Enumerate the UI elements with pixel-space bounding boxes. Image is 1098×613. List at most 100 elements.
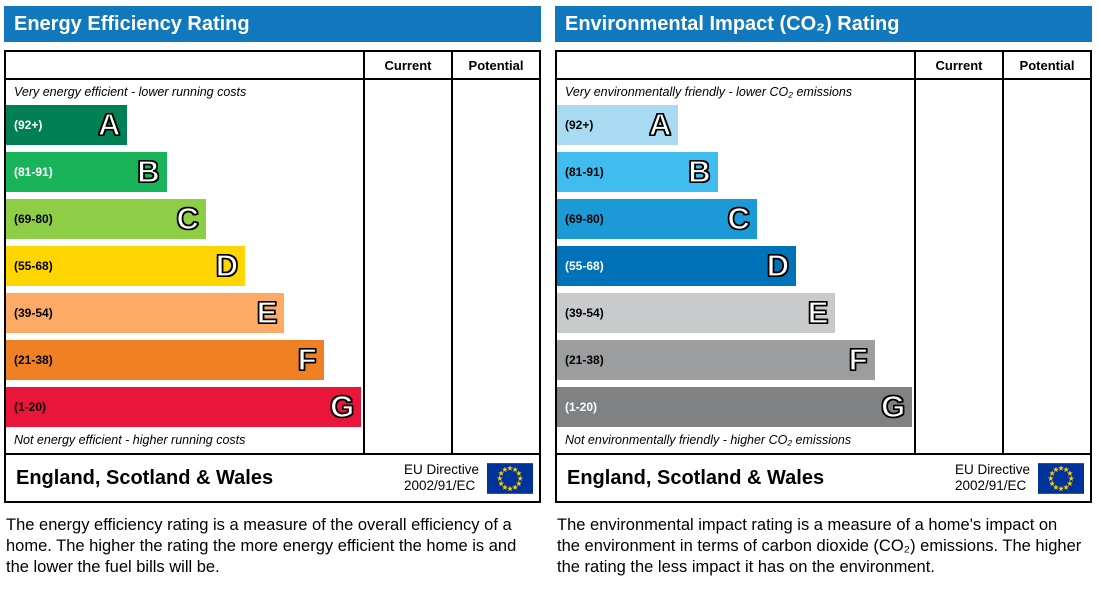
band-letter: A: [648, 106, 672, 142]
epc-rating-page: Energy Efficiency Rating Very energy eff…: [4, 6, 1094, 578]
bottom-caption: Not energy efficient - higher running co…: [14, 433, 246, 447]
band-range-label: (55-68): [14, 259, 53, 273]
energy-efficiency-title: Energy Efficiency Rating: [4, 6, 541, 42]
eu-directive-label: EU Directive 2002/91/EC: [404, 462, 479, 494]
band-range-label: (55-68): [565, 259, 604, 273]
top-caption: Very energy efficient - lower running co…: [14, 85, 247, 99]
band-letter: G: [329, 388, 355, 424]
chart-footer: England, Scotland & Wales EU Directive 2…: [6, 453, 539, 501]
rating-band-c: (69-80) C: [557, 199, 914, 239]
scale-column-header: [6, 52, 363, 80]
band-range-label: (39-54): [14, 306, 53, 320]
rating-scale-column: Very environmentally friendly - lower CO…: [557, 52, 914, 453]
band-letter: C: [727, 200, 751, 236]
band-bar: (55-68) D: [6, 246, 246, 286]
band-bar: (21-38) F: [6, 340, 324, 380]
band-bar: (69-80) C: [557, 199, 757, 239]
current-column-header: Current: [365, 52, 451, 80]
band-bar: (92+) A: [557, 105, 679, 145]
potential-value-cell: [1004, 80, 1090, 453]
band-range-label: (81-91): [565, 165, 604, 179]
rating-scale-column: Very energy efficient - lower running co…: [6, 52, 363, 453]
energy-efficiency-chart: Very energy efficient - lower running co…: [4, 50, 541, 504]
scale-column-header: [557, 52, 914, 80]
band-range-label: (1-20): [14, 400, 47, 414]
current-value-cell: [916, 80, 1002, 453]
band-range-label: (39-54): [565, 306, 604, 320]
eu-flag-icon: [487, 462, 533, 494]
environmental-impact-title: Environmental Impact (CO₂) Rating: [555, 6, 1092, 42]
environmental-impact-chart: Very environmentally friendly - lower CO…: [555, 50, 1092, 504]
bottom-caption: Not environmentally friendly - higher CO…: [565, 433, 852, 447]
band-bar: (69-80) C: [6, 199, 206, 239]
band-letter: C: [176, 200, 200, 236]
potential-column-header: Potential: [453, 52, 539, 80]
energy-efficiency-description: The energy efficiency rating is a measur…: [6, 516, 517, 577]
eu-directive-line2: 2002/91/EC: [403, 478, 476, 494]
chart-footer: England, Scotland & Wales EU Directive 2…: [557, 453, 1090, 501]
rating-band-a: (92+) A: [6, 105, 363, 145]
band-bar: (1-20) G: [6, 387, 362, 427]
potential-column: Potential: [1002, 52, 1090, 453]
rating-bands: (92+) A (81-91) B (69-80) C (55-68) D (39-54) E (2…: [6, 102, 363, 429]
rating-band-b: (81-91) B: [557, 152, 914, 192]
current-column: Current: [363, 52, 451, 453]
rating-band-c: (69-80) C: [6, 199, 363, 239]
eu-flag-icon: [1038, 462, 1084, 494]
rating-band-e: (39-54) E: [557, 293, 914, 333]
band-range-label: (21-38): [14, 353, 53, 367]
rating-band-g: (1-20) G: [6, 387, 363, 427]
band-letter: D: [766, 247, 790, 283]
band-letter: F: [297, 341, 317, 377]
rating-band-a: (92+) A: [557, 105, 914, 145]
band-range-label: (81-91): [14, 165, 53, 179]
top-caption: Very environmentally friendly - lower CO…: [565, 85, 853, 99]
rating-band-d: (55-68) D: [6, 246, 363, 286]
rating-panels: Energy Efficiency Rating Very energy eff…: [4, 6, 1094, 578]
potential-column-header: Potential: [1004, 52, 1090, 80]
band-letter: E: [807, 294, 829, 330]
rating-band-g: (1-20) G: [557, 387, 914, 427]
rating-band-f: (21-38) F: [557, 340, 914, 380]
band-bar: (39-54) E: [6, 293, 285, 333]
band-range-label: (69-80): [14, 212, 53, 226]
current-column-header: Current: [916, 52, 1002, 80]
chart-grid: Very energy efficient - lower running co…: [6, 52, 539, 453]
band-range-label: (69-80): [565, 212, 604, 226]
band-bar: (55-68) D: [557, 246, 797, 286]
band-bar: (81-91) B: [6, 152, 167, 192]
eu-directive-line1: EU Directive: [403, 462, 479, 477]
band-bar: (39-54) E: [557, 293, 836, 333]
eu-directive-line2: 2002/91/EC: [954, 478, 1027, 494]
band-range-label: (92+): [565, 118, 594, 132]
band-bar: (81-91) B: [557, 152, 718, 192]
band-letter: B: [137, 153, 161, 189]
rating-band-d: (55-68) D: [557, 246, 914, 286]
energy-efficiency-panel: Energy Efficiency Rating Very energy eff…: [4, 6, 541, 578]
band-letter: E: [256, 294, 278, 330]
environmental-impact-description: The environmental impact rating is a mea…: [557, 516, 1082, 577]
chart-grid: Very environmentally friendly - lower CO…: [557, 52, 1090, 453]
environmental-impact-panel: Environmental Impact (CO₂) Rating Very e…: [555, 6, 1092, 578]
eu-directive-line1: EU Directive: [954, 462, 1030, 477]
rating-band-e: (39-54) E: [6, 293, 363, 333]
band-letter: D: [215, 247, 239, 283]
current-column: Current: [914, 52, 1002, 453]
current-value-cell: [365, 80, 451, 453]
band-range-label: (21-38): [565, 353, 604, 367]
band-range-label: (1-20): [565, 400, 598, 414]
band-range-label: (92+): [14, 118, 43, 132]
rating-band-b: (81-91) B: [6, 152, 363, 192]
band-letter: B: [688, 153, 712, 189]
band-letter: F: [848, 341, 868, 377]
eu-directive-label: EU Directive 2002/91/EC: [955, 462, 1030, 494]
band-bar: (92+) A: [6, 105, 128, 145]
rating-bands: (92+) A (81-91) B (69-80) C (55-68) D (39-54) E (2…: [557, 102, 914, 429]
band-letter: A: [97, 106, 121, 142]
band-letter: G: [880, 388, 906, 424]
rating-band-f: (21-38) F: [6, 340, 363, 380]
region-label: England, Scotland & Wales: [16, 466, 274, 489]
region-label: England, Scotland & Wales: [567, 466, 825, 489]
potential-column: Potential: [451, 52, 539, 453]
band-bar: (21-38) F: [557, 340, 875, 380]
